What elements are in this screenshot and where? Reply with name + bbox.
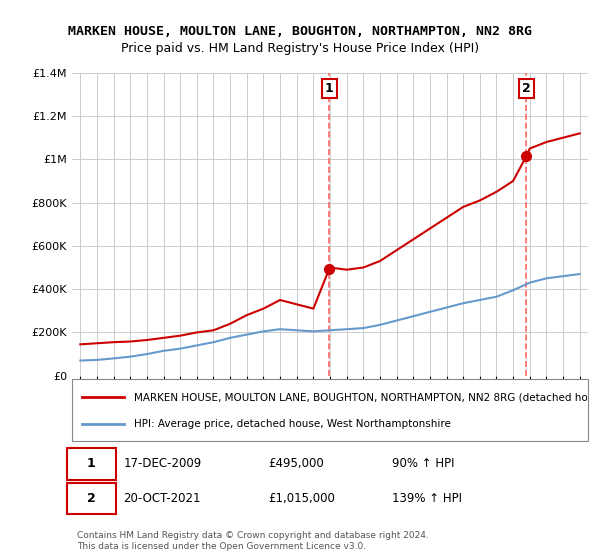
Text: 17-DEC-2009: 17-DEC-2009 [124, 458, 202, 470]
FancyBboxPatch shape [72, 379, 588, 441]
FancyBboxPatch shape [67, 449, 116, 479]
Text: £495,000: £495,000 [268, 458, 324, 470]
Text: HPI: Average price, detached house, West Northamptonshire: HPI: Average price, detached house, West… [134, 419, 451, 429]
Text: £1,015,000: £1,015,000 [268, 492, 335, 505]
Text: 1: 1 [87, 458, 95, 470]
Text: Contains HM Land Registry data © Crown copyright and database right 2024.
This d: Contains HM Land Registry data © Crown c… [77, 531, 429, 551]
Text: MARKEN HOUSE, MOULTON LANE, BOUGHTON, NORTHAMPTON, NN2 8RG: MARKEN HOUSE, MOULTON LANE, BOUGHTON, NO… [68, 25, 532, 38]
Text: Price paid vs. HM Land Registry's House Price Index (HPI): Price paid vs. HM Land Registry's House … [121, 42, 479, 55]
FancyBboxPatch shape [67, 483, 116, 514]
Text: 139% ↑ HPI: 139% ↑ HPI [392, 492, 462, 505]
Text: 2: 2 [522, 82, 531, 95]
Text: 1: 1 [325, 82, 334, 95]
Text: 90% ↑ HPI: 90% ↑ HPI [392, 458, 454, 470]
Text: 20-OCT-2021: 20-OCT-2021 [124, 492, 201, 505]
Text: 2: 2 [87, 492, 95, 505]
Text: MARKEN HOUSE, MOULTON LANE, BOUGHTON, NORTHAMPTON, NN2 8RG (detached hou: MARKEN HOUSE, MOULTON LANE, BOUGHTON, NO… [134, 393, 594, 402]
